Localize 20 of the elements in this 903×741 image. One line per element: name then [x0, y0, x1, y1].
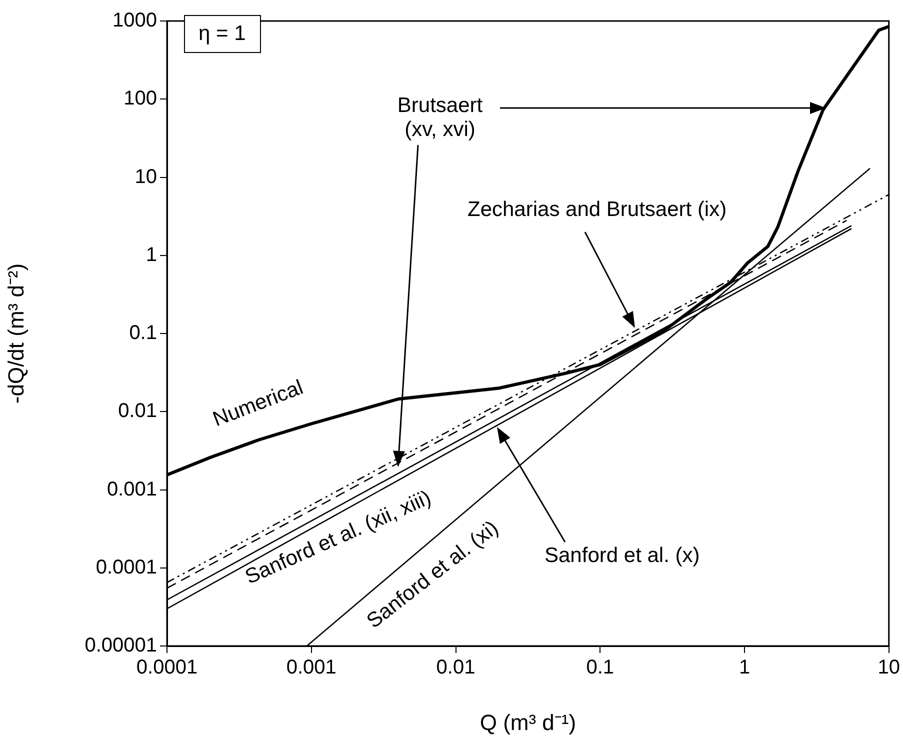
annotation: Brutsaert (xv, xvi)	[396, 94, 484, 142]
y-tick-label: 10	[134, 166, 157, 188]
x-tick-label: 1	[738, 656, 750, 679]
x-tick-label: 0.1	[586, 656, 614, 679]
annotation: η = 1	[184, 15, 261, 53]
y-tick-label: 1	[146, 244, 157, 266]
x-tick-label: 10	[878, 656, 900, 679]
y-tick-label: 1000	[112, 10, 157, 32]
y-tick-label: 0.001	[106, 478, 157, 500]
y-tick-label: 0.01	[118, 400, 157, 422]
y-axis-title: -dQ/dt (m³ d⁻²)	[3, 263, 28, 404]
y-tick-label: 100	[124, 88, 157, 110]
annotation: Sanford et al. (x)	[544, 544, 700, 568]
x-tick-label: 0.001	[286, 656, 336, 679]
y-tick-label: 0.0001	[96, 556, 157, 578]
annotation: Zecharias and Brutsaert (ix)	[468, 198, 727, 222]
y-tick-label: 0.1	[129, 322, 157, 344]
x-axis-title: Q (m³ d⁻¹)	[480, 710, 576, 735]
y-tick-label: 0.00001	[84, 634, 157, 657]
x-tick-label: 0.01	[436, 656, 476, 679]
